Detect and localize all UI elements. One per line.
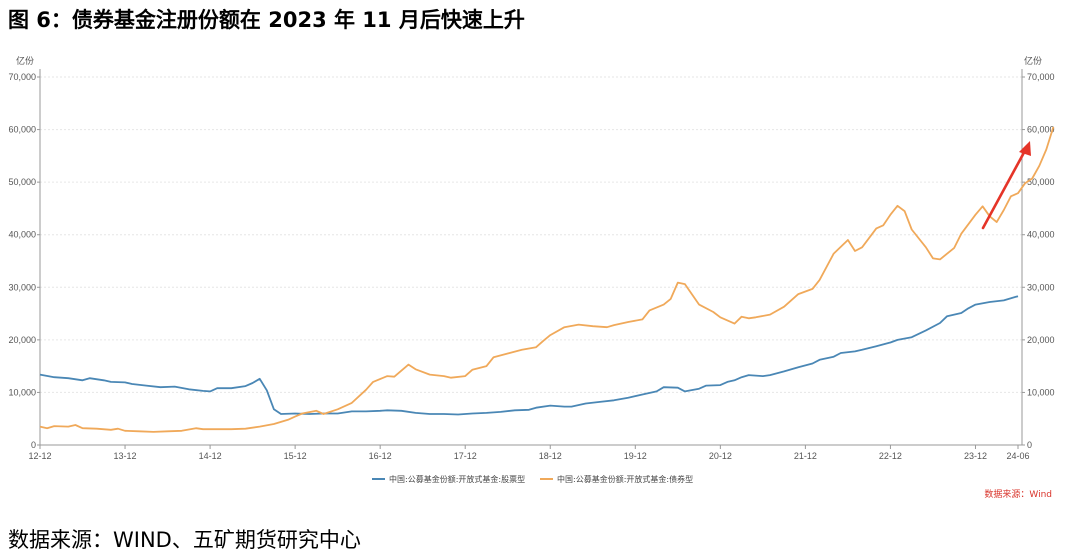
x-axis-ticks: 12-12 13-12 14-12 15-12 16-12 17-12 18-12 19-12… (28, 445, 1030, 461)
series-line-bond (39, 126, 1055, 433)
x-tick-label: 21-12 (794, 451, 817, 461)
figure-title: 图 6：债券基金注册份额在 2023 年 11 月后快速上升 (8, 8, 525, 32)
y-tick-label-left: 20,000 (8, 335, 36, 345)
legend-label-bond: 中国:公募基金份额:开放式基金:债券型 (557, 474, 693, 484)
left-y-unit-label: 亿份 (16, 55, 34, 67)
x-tick-label: 18-12 (539, 451, 562, 461)
y-tick-label-right: 50,000 (1027, 177, 1055, 187)
series-lines (39, 126, 1055, 433)
y-tick-label-right: 0 (1027, 440, 1032, 450)
x-tick-label: 23-12 (964, 451, 987, 461)
x-tick-label: 22-12 (879, 451, 902, 461)
x-tick-label: 13-12 (114, 451, 137, 461)
y-tick-label-right: 20,000 (1027, 335, 1055, 345)
y-tick-label-left: 70,000 (8, 72, 36, 82)
gridlines (40, 76, 1022, 393)
right-y-axis-ticks: 0 10,000 20,000 30,000 40,000 50,000 60,000 70,… (1022, 72, 1055, 450)
y-tick-label-right: 40,000 (1027, 230, 1055, 240)
x-tick-label: 16-12 (369, 451, 392, 461)
y-tick-label-left: 40,000 (8, 230, 36, 240)
legend: 中国:公募基金份额:开放式基金:股票型 中国:公募基金份额:开放式基金:债券型 (372, 474, 693, 484)
source-caption: 数据来源：WIND、五矿期货研究中心 (8, 528, 361, 552)
series-line-equity (39, 295, 1019, 416)
y-tick-label-left: 0 (31, 440, 36, 450)
y-tick-label-right: 10,000 (1027, 387, 1055, 397)
arrow-shaft (981, 145, 1029, 230)
legend-label-equity: 中国:公募基金份额:开放式基金:股票型 (389, 474, 525, 484)
axes (39, 69, 1023, 446)
x-tick-label: 17-12 (454, 451, 477, 461)
y-tick-label-right: 60,000 (1027, 125, 1055, 135)
left-y-axis-ticks: 0 10,000 20,000 30,000 40,000 50,000 60,000 70,… (8, 72, 40, 450)
x-tick-label: 19-12 (624, 451, 647, 461)
y-tick-label-right: 30,000 (1027, 282, 1055, 292)
x-tick-label: 15-12 (284, 451, 307, 461)
x-tick-label: 20-12 (709, 451, 732, 461)
x-tick-label: 24-06 (1006, 451, 1029, 461)
arrow-head (1019, 141, 1031, 156)
y-tick-label-right: 70,000 (1027, 72, 1055, 82)
y-tick-label-left: 50,000 (8, 177, 36, 187)
x-tick-label: 12-12 (28, 451, 51, 461)
trend-arrow-annotation (981, 141, 1031, 230)
x-tick-label: 14-12 (199, 451, 222, 461)
y-tick-label-left: 60,000 (8, 125, 36, 135)
right-y-unit-label: 亿份 (1024, 55, 1042, 67)
chart-source-note: 数据来源：Wind (984, 488, 1052, 500)
y-tick-label-left: 10,000 (8, 387, 36, 397)
y-tick-label-left: 30,000 (8, 282, 36, 292)
